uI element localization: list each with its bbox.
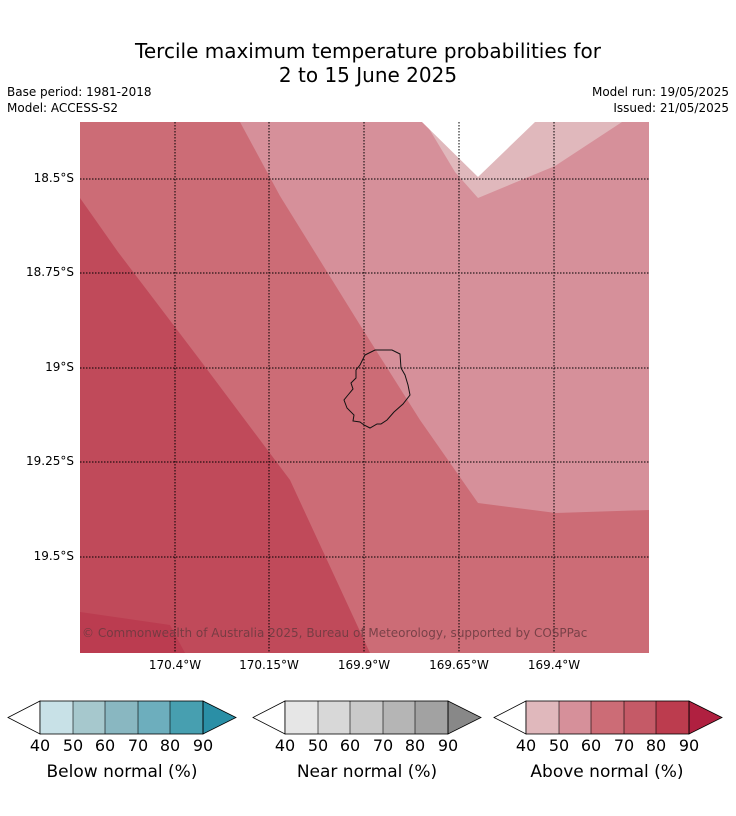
region-above-60 bbox=[240, 122, 649, 513]
colorbar-label-near: Near normal (%) bbox=[296, 762, 438, 782]
lon-label: 170.4°W bbox=[148, 658, 202, 672]
colorbar-tick: 50 bbox=[62, 736, 84, 755]
colorbar-tick: 70 bbox=[372, 736, 394, 755]
base-period-text: Base period: 1981-2018 bbox=[7, 85, 152, 99]
colorbar-label-below: Below normal (%) bbox=[46, 762, 198, 782]
colorbar-tick: 60 bbox=[94, 736, 116, 755]
colorbar-tick: 80 bbox=[404, 736, 426, 755]
colorbar-label-above: Above normal (%) bbox=[530, 762, 684, 782]
model-run-text: Model run: 19/05/2025 bbox=[591, 85, 729, 99]
colorbar-tick: 60 bbox=[339, 736, 361, 755]
colorbar-tick: 50 bbox=[307, 736, 329, 755]
colorbar-tick: 40 bbox=[515, 736, 537, 755]
model-text: Model: ACCESS-S2 bbox=[7, 101, 119, 115]
copyright-text: © Commonwealth of Australia 2025, Bureau… bbox=[82, 626, 588, 640]
colorbar-tick: 90 bbox=[192, 736, 214, 755]
lat-label: 18.5°S bbox=[33, 171, 74, 185]
colorbar-tick: 70 bbox=[613, 736, 635, 755]
colorbar-tick: 40 bbox=[274, 736, 296, 755]
graticule bbox=[80, 122, 649, 653]
issued-text: Issued: 21/05/2025 bbox=[613, 101, 729, 115]
lat-label: 19.5°S bbox=[33, 549, 74, 563]
island-coastline-icon bbox=[343, 349, 411, 429]
lon-label: 169.65°W bbox=[429, 658, 489, 672]
lat-label: 18.75°S bbox=[26, 265, 74, 279]
colorbar-tick: 60 bbox=[580, 736, 602, 755]
lon-label: 170.15°W bbox=[239, 658, 299, 672]
colorbar-tick: 40 bbox=[29, 736, 51, 755]
region-no-signal bbox=[422, 122, 535, 177]
map-title-line1: Tercile maximum temperature probabilitie… bbox=[135, 39, 601, 63]
colorbar-tick: 50 bbox=[548, 736, 570, 755]
colorbar-tick: 90 bbox=[678, 736, 700, 755]
colorbar-below-normal bbox=[7, 700, 237, 735]
colorbar-tick: 70 bbox=[127, 736, 149, 755]
lon-label: 169.4°W bbox=[527, 658, 581, 672]
lat-label: 19.25°S bbox=[26, 454, 74, 468]
colorbar-near-normal bbox=[252, 700, 482, 735]
colorbar-tick: 90 bbox=[437, 736, 459, 755]
lat-label: 19°S bbox=[45, 360, 74, 374]
lon-label: 169.9°W bbox=[337, 658, 391, 672]
region-above-80 bbox=[80, 198, 370, 653]
region-above-85 bbox=[80, 612, 185, 653]
map-title-line2: 2 to 15 June 2025 bbox=[278, 63, 458, 87]
colorbar-above-normal bbox=[493, 700, 723, 735]
colorbar-tick: 80 bbox=[159, 736, 181, 755]
colorbar-tick: 80 bbox=[645, 736, 667, 755]
